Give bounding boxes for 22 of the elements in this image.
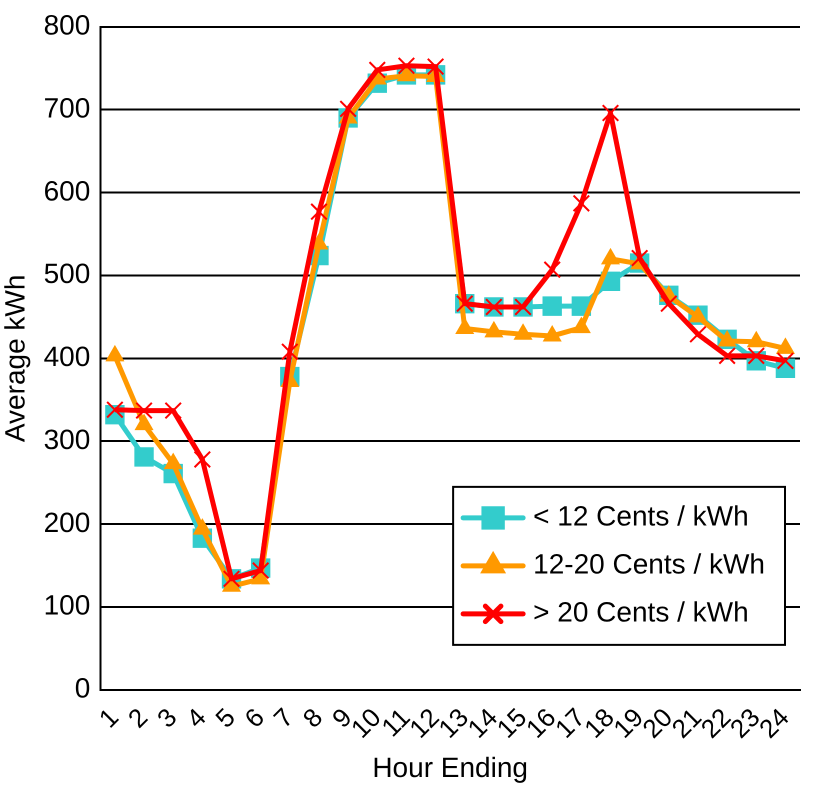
x-tick-label: 4 [180, 702, 212, 734]
y-tick-label: 800 [44, 10, 90, 41]
legend-label: 12-20 Cents / kWh [533, 548, 765, 580]
legend-label: < 12 Cents / kWh [533, 500, 749, 532]
x-tick-label: 2 [122, 702, 154, 734]
y-tick-label: 100 [44, 590, 90, 621]
y-tick-label: 300 [44, 424, 90, 455]
legend-label: > 20 Cents / kWh [533, 596, 749, 628]
x-tick-label: 6 [238, 702, 270, 734]
x-tick-label: 1 [92, 702, 124, 734]
y-tick-label: 200 [44, 506, 90, 538]
x-axis-title: Hour Ending [372, 752, 528, 783]
y-tick-label: 600 [44, 175, 90, 206]
x-tick-label: 5 [209, 702, 241, 734]
y-tick-label: 700 [44, 92, 90, 124]
x-tick-label: 8 [296, 702, 328, 734]
y-tick-label: 0 [74, 672, 90, 704]
x-tick-label: 3 [151, 702, 183, 734]
y-axis-title: Average kWh [0, 274, 31, 442]
x-tick-label: 7 [268, 702, 300, 734]
y-tick-label: 500 [44, 258, 90, 290]
y-tick-label: 400 [44, 341, 90, 372]
